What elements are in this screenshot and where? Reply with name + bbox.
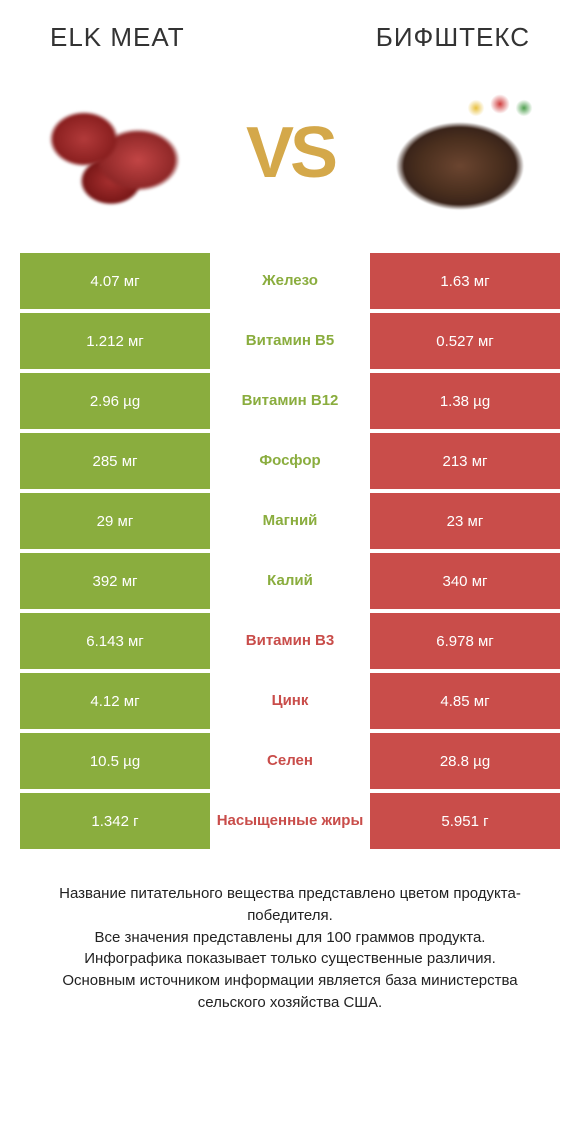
right-value: 6.978 мг bbox=[370, 613, 560, 669]
comparison-table: 4.07 мгЖелезо1.63 мг1.212 мгВитамин B50.… bbox=[0, 253, 580, 849]
left-value: 10.5 µg bbox=[20, 733, 210, 789]
left-value: 4.12 мг bbox=[20, 673, 210, 729]
right-value: 0.527 мг bbox=[370, 313, 560, 369]
table-row: 29 мгМагний23 мг bbox=[20, 493, 560, 549]
right-value: 1.63 мг bbox=[370, 253, 560, 309]
right-value: 5.951 г bbox=[370, 793, 560, 849]
table-row: 1.342 гНасыщенные жиры5.951 г bbox=[20, 793, 560, 849]
table-row: 392 мгКалий340 мг bbox=[20, 553, 560, 609]
nutrient-label: Фосфор bbox=[210, 433, 370, 489]
right-value: 213 мг bbox=[370, 433, 560, 489]
titles-row: ELK MEAT БИФШТЕКС bbox=[0, 0, 580, 63]
title-right: БИФШТЕКС bbox=[376, 22, 530, 53]
table-row: 6.143 мгВитамин B36.978 мг bbox=[20, 613, 560, 669]
nutrient-label: Витамин B12 bbox=[210, 373, 370, 429]
left-value: 392 мг bbox=[20, 553, 210, 609]
nutrient-label: Витамин B3 bbox=[210, 613, 370, 669]
footer-line: Основным источником информации является … bbox=[40, 970, 540, 1014]
right-value: 340 мг bbox=[370, 553, 560, 609]
table-row: 285 мгФосфор213 мг bbox=[20, 433, 560, 489]
table-row: 1.212 мгВитамин B50.527 мг bbox=[20, 313, 560, 369]
title-left: ELK MEAT bbox=[50, 22, 185, 53]
nutrient-label: Витамин B5 bbox=[210, 313, 370, 369]
vs-label: VS bbox=[246, 112, 334, 194]
nutrient-label: Магний bbox=[210, 493, 370, 549]
right-value: 1.38 µg bbox=[370, 373, 560, 429]
nutrient-label: Насыщенные жиры bbox=[210, 793, 370, 849]
elk-meat-image bbox=[20, 73, 220, 233]
left-value: 2.96 µg bbox=[20, 373, 210, 429]
right-value: 4.85 мг bbox=[370, 673, 560, 729]
left-value: 285 мг bbox=[20, 433, 210, 489]
table-row: 2.96 µgВитамин B121.38 µg bbox=[20, 373, 560, 429]
left-value: 29 мг bbox=[20, 493, 210, 549]
hero-row: VS bbox=[0, 63, 580, 253]
nutrient-label: Селен bbox=[210, 733, 370, 789]
nutrient-label: Цинк bbox=[210, 673, 370, 729]
nutrient-label: Железо bbox=[210, 253, 370, 309]
footer-line: Все значения представлены для 100 граммо… bbox=[40, 927, 540, 949]
table-row: 10.5 µgСелен28.8 µg bbox=[20, 733, 560, 789]
footer-line: Название питательного вещества представл… bbox=[40, 883, 540, 927]
footer-line: Инфографика показывает только существенн… bbox=[40, 948, 540, 970]
steak-image bbox=[360, 73, 560, 233]
left-value: 6.143 мг bbox=[20, 613, 210, 669]
left-value: 1.342 г bbox=[20, 793, 210, 849]
footer-notes: Название питательного вещества представл… bbox=[0, 853, 580, 1014]
table-row: 4.12 мгЦинк4.85 мг bbox=[20, 673, 560, 729]
nutrient-label: Калий bbox=[210, 553, 370, 609]
left-value: 1.212 мг bbox=[20, 313, 210, 369]
table-row: 4.07 мгЖелезо1.63 мг bbox=[20, 253, 560, 309]
right-value: 23 мг bbox=[370, 493, 560, 549]
left-value: 4.07 мг bbox=[20, 253, 210, 309]
right-value: 28.8 µg bbox=[370, 733, 560, 789]
